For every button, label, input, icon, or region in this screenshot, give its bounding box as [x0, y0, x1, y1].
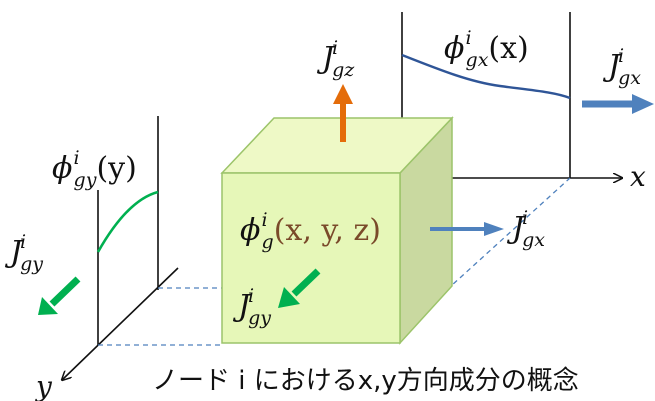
label-x-axis: x	[630, 160, 646, 193]
phi-gy-curve	[96, 190, 159, 253]
jgx-box-arrow	[430, 222, 504, 236]
label-jgx-box: Ji gx	[506, 207, 545, 251]
label-jgy-left: Ji gy	[4, 231, 43, 275]
jgz-arrow	[333, 84, 353, 142]
label-y-axis: y	[34, 370, 53, 401]
label-phi-gx: ϕi gx(x)	[444, 27, 529, 71]
label-phi-g: ϕi g(x, y, z)	[240, 209, 381, 253]
label-jgx-right: Ji gx	[602, 45, 641, 89]
jgy-box-arrow	[278, 268, 321, 308]
caption: ノード i におけるx,y方向成分の概念	[152, 366, 579, 396]
jgy-left-arrow	[38, 276, 81, 315]
label-phi-gy: ϕi gy(y)	[52, 147, 137, 191]
phi-gx-curve	[401, 53, 571, 100]
label-jgz: Ji gz	[316, 37, 355, 81]
cube-front-face	[221, 172, 401, 344]
jgx-right-arrow	[582, 94, 654, 114]
y-axis-line	[62, 267, 179, 380]
dashed-guide-diagonal	[439, 177, 571, 297]
